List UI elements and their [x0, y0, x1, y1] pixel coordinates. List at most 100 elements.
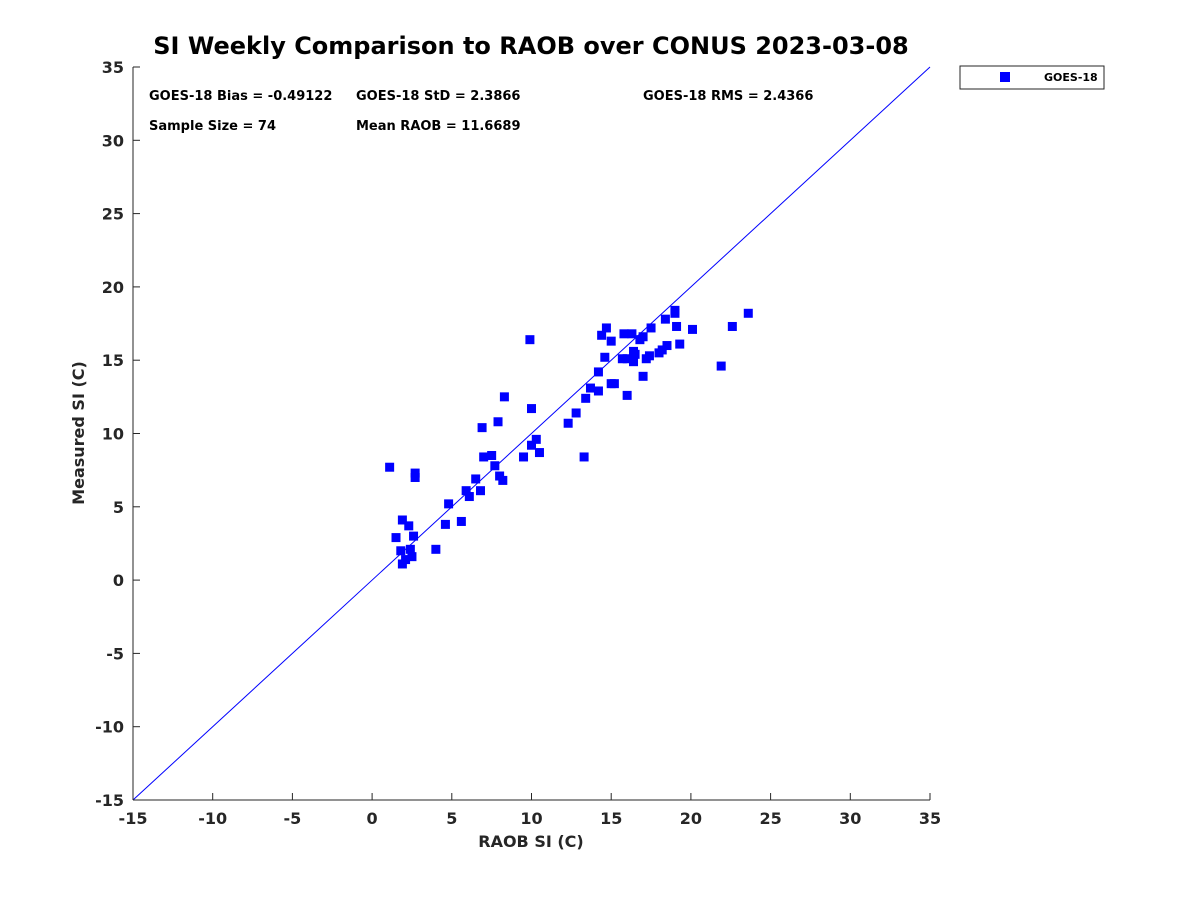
plot-area: -15 -10 -5 0 5 10 15 20 25 30 35 -15 -10 -5 0 5 10 15 20 2…: [95, 58, 941, 828]
data-point: [487, 450, 497, 460]
data-point: [563, 418, 573, 428]
data-point: [687, 324, 697, 334]
scatter-points: [385, 305, 753, 569]
data-point: [646, 323, 656, 333]
data-point: [622, 390, 632, 400]
x-axis-label: RAOB SI (C): [478, 832, 583, 851]
x-tick-label: 30: [839, 809, 861, 828]
y-tick-label: -15: [95, 791, 124, 810]
y-tick-label: 25: [102, 205, 124, 224]
data-point: [407, 552, 417, 562]
data-point: [409, 531, 419, 541]
data-point: [456, 516, 466, 526]
y-tick-label: -5: [106, 644, 124, 663]
stat-mean-raob: Mean RAOB = 11.6689: [356, 119, 521, 134]
data-point: [527, 440, 536, 450]
data-point: [385, 462, 395, 472]
data-point: [527, 404, 536, 414]
data-point: [531, 434, 541, 444]
data-point: [600, 352, 610, 362]
data-point: [471, 474, 481, 484]
data-point: [609, 379, 619, 389]
x-tick-label: -5: [284, 809, 302, 828]
x-tick-label: 10: [520, 809, 542, 828]
data-point: [622, 354, 632, 364]
y-tick-label: 20: [102, 278, 124, 297]
data-point: [619, 329, 629, 339]
data-point: [519, 452, 529, 462]
x-tick-label: 20: [680, 809, 702, 828]
stats-annotations: GOES-18 Bias = -0.49122 GOES-18 StD = 2.…: [149, 89, 813, 134]
data-point: [525, 335, 535, 345]
data-point: [670, 305, 680, 315]
data-point: [397, 515, 407, 525]
x-tick-label: 25: [759, 809, 781, 828]
stat-rms: GOES-18 RMS = 2.4366: [643, 89, 813, 104]
x-tick-label: 5: [446, 809, 457, 828]
data-point: [597, 330, 607, 340]
data-point: [581, 393, 591, 403]
data-point: [662, 341, 672, 351]
data-point: [593, 367, 603, 377]
data-point: [627, 329, 637, 339]
data-point: [716, 361, 726, 371]
y-tick-label: -10: [95, 718, 124, 737]
data-point: [571, 408, 581, 418]
x-tick-label: -15: [119, 809, 148, 828]
x-axis-ticks: -15 -10 -5 0 5 10 15 20 25 30 35: [119, 793, 941, 828]
y-tick-label: 15: [102, 351, 124, 370]
y-axis-label: Measured SI (C): [69, 361, 88, 505]
data-point: [499, 392, 509, 402]
data-point: [479, 452, 489, 462]
y-tick-label: 5: [113, 498, 124, 517]
data-point: [629, 357, 639, 367]
data-point: [461, 486, 471, 496]
chart-title: SI Weekly Comparison to RAOB over CONUS …: [153, 32, 908, 60]
data-point: [617, 354, 627, 364]
stat-std: GOES-18 StD = 2.3866: [356, 89, 520, 104]
data-point: [534, 448, 544, 458]
data-point: [644, 351, 654, 361]
data-point: [493, 417, 503, 427]
x-tick-label: 0: [367, 809, 378, 828]
data-point: [630, 349, 640, 359]
data-point: [672, 321, 682, 331]
x-tick-label: 35: [919, 809, 941, 828]
y-tick-label: 10: [102, 425, 124, 444]
data-point: [606, 336, 616, 346]
data-point: [431, 544, 441, 554]
data-point: [490, 461, 500, 471]
data-point: [660, 314, 670, 324]
data-point: [638, 371, 648, 381]
data-point: [401, 555, 411, 565]
legend-label-goes-18: GOES-18: [1044, 71, 1098, 84]
y-tick-label: 30: [102, 131, 124, 150]
data-point: [727, 321, 737, 331]
data-point: [579, 452, 589, 462]
data-point: [585, 383, 595, 393]
legend-marker-square-icon: [1000, 72, 1010, 82]
y-axis-ticks: -15 -10 -5 0 5 10 15 20 25 30 35: [95, 58, 140, 810]
stat-sample-size: Sample Size = 74: [149, 119, 276, 134]
y-tick-label: 0: [113, 571, 124, 590]
data-point: [475, 486, 485, 496]
data-point: [477, 423, 487, 433]
data-point: [396, 546, 406, 556]
data-point: [410, 472, 420, 482]
data-point: [444, 499, 454, 509]
data-point: [464, 492, 474, 502]
data-point: [404, 521, 414, 531]
legend-box: [959, 65, 1105, 90]
data-point: [601, 323, 611, 333]
one-to-one-reference-line: [132, 66, 931, 801]
data-point: [593, 386, 603, 396]
stat-bias: GOES-18 Bias = -0.49122: [149, 89, 332, 104]
data-point: [440, 519, 450, 529]
data-point: [657, 345, 667, 355]
y-tick-label: 35: [102, 58, 124, 77]
data-point: [675, 339, 685, 349]
legend: GOES-18: [959, 65, 1105, 90]
data-point: [391, 533, 401, 543]
data-point: [498, 475, 508, 485]
